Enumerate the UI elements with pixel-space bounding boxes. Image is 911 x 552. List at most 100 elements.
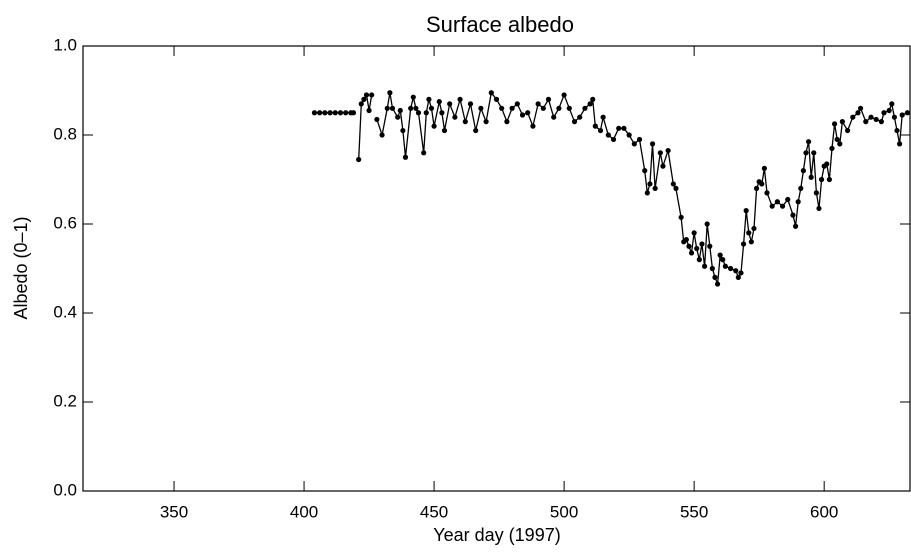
data-point: [829, 145, 835, 151]
data-point: [384, 105, 390, 111]
data-point: [592, 123, 598, 129]
data-point: [735, 274, 741, 280]
data-point: [748, 239, 754, 245]
data-point: [699, 241, 705, 247]
data-point: [571, 119, 578, 125]
x-tick-label: 350: [160, 502, 188, 521]
data-point: [701, 263, 708, 269]
data-point: [863, 119, 869, 125]
data-point: [327, 110, 333, 116]
data-point: [803, 150, 809, 156]
data-point: [356, 156, 362, 163]
data-point: [397, 107, 403, 114]
data-point: [889, 101, 895, 107]
data-point: [779, 203, 786, 209]
data-point: [688, 250, 695, 256]
data-point: [514, 101, 520, 107]
data-point: [881, 110, 887, 116]
data-point: [478, 105, 484, 111]
data-point: [395, 114, 401, 120]
data-point: [361, 96, 367, 102]
data-point: [826, 176, 832, 183]
data-point: [868, 114, 874, 120]
data-point: [636, 136, 643, 143]
data-point: [530, 123, 536, 129]
data-point: [873, 116, 879, 123]
data-point: [733, 268, 739, 274]
data-point: [587, 101, 593, 107]
data-point: [805, 139, 812, 145]
data-point: [436, 99, 442, 105]
data-point: [816, 205, 822, 212]
data-point: [652, 185, 658, 191]
data-point: [525, 110, 531, 116]
y-tick-label: 1.0: [53, 35, 77, 54]
data-point: [743, 208, 749, 214]
data-point: [798, 185, 804, 191]
data-point: [774, 199, 780, 205]
data-point: [712, 274, 718, 280]
data-point: [423, 110, 429, 116]
data-point: [647, 181, 653, 187]
data-point: [844, 127, 851, 134]
data-point: [894, 127, 900, 134]
data-point: [400, 127, 406, 134]
data-point: [387, 90, 393, 96]
data-point: [551, 114, 557, 120]
data-point: [769, 203, 775, 209]
data-point: [597, 127, 604, 134]
data-point: [818, 176, 825, 183]
y-tick-label: 0.0: [53, 480, 77, 499]
data-point: [473, 127, 479, 134]
data-point: [410, 94, 416, 100]
data-point: [649, 141, 656, 147]
data-point: [714, 281, 721, 287]
data-point: [600, 114, 606, 120]
data-point: [727, 265, 734, 272]
data-point: [447, 101, 453, 107]
data-point: [878, 119, 884, 125]
data-point: [616, 125, 622, 131]
data-point: [722, 263, 728, 269]
data-point: [311, 110, 318, 116]
data-point: [535, 101, 541, 107]
data-point: [657, 150, 663, 156]
data-point: [709, 265, 715, 272]
data-point: [483, 119, 489, 125]
data-point: [746, 230, 752, 236]
data-point: [493, 96, 500, 102]
y-tick-label: 0.2: [53, 391, 77, 410]
data-point: [452, 114, 458, 120]
data-point: [488, 90, 494, 96]
data-point: [590, 96, 596, 102]
data-line: [314, 91, 908, 285]
data-point: [504, 119, 510, 125]
data-point: [509, 105, 515, 111]
y-tick-label: 0.4: [53, 302, 77, 321]
data-point: [808, 174, 814, 180]
data-point: [795, 199, 801, 205]
data-point: [337, 110, 344, 116]
data-point: [431, 123, 437, 129]
data-point: [499, 105, 505, 111]
data-point: [707, 243, 713, 249]
data-point: [837, 141, 843, 147]
data-point: [366, 107, 372, 114]
data-point: [790, 212, 796, 218]
data-point: [886, 107, 892, 114]
data-point: [717, 252, 723, 258]
data-point: [545, 96, 552, 102]
data-point: [621, 125, 627, 131]
data-point: [891, 114, 897, 120]
y-tick-label: 0.8: [53, 124, 77, 143]
data-point: [413, 105, 419, 111]
data-point: [753, 185, 760, 191]
data-point: [561, 92, 567, 98]
data-point: [610, 136, 617, 143]
y-axis-label: Albedo (0–1): [11, 216, 31, 319]
data-point: [694, 245, 700, 252]
y-tick-label: 0.6: [53, 213, 77, 232]
data-point: [467, 101, 474, 107]
data-point: [857, 105, 864, 111]
